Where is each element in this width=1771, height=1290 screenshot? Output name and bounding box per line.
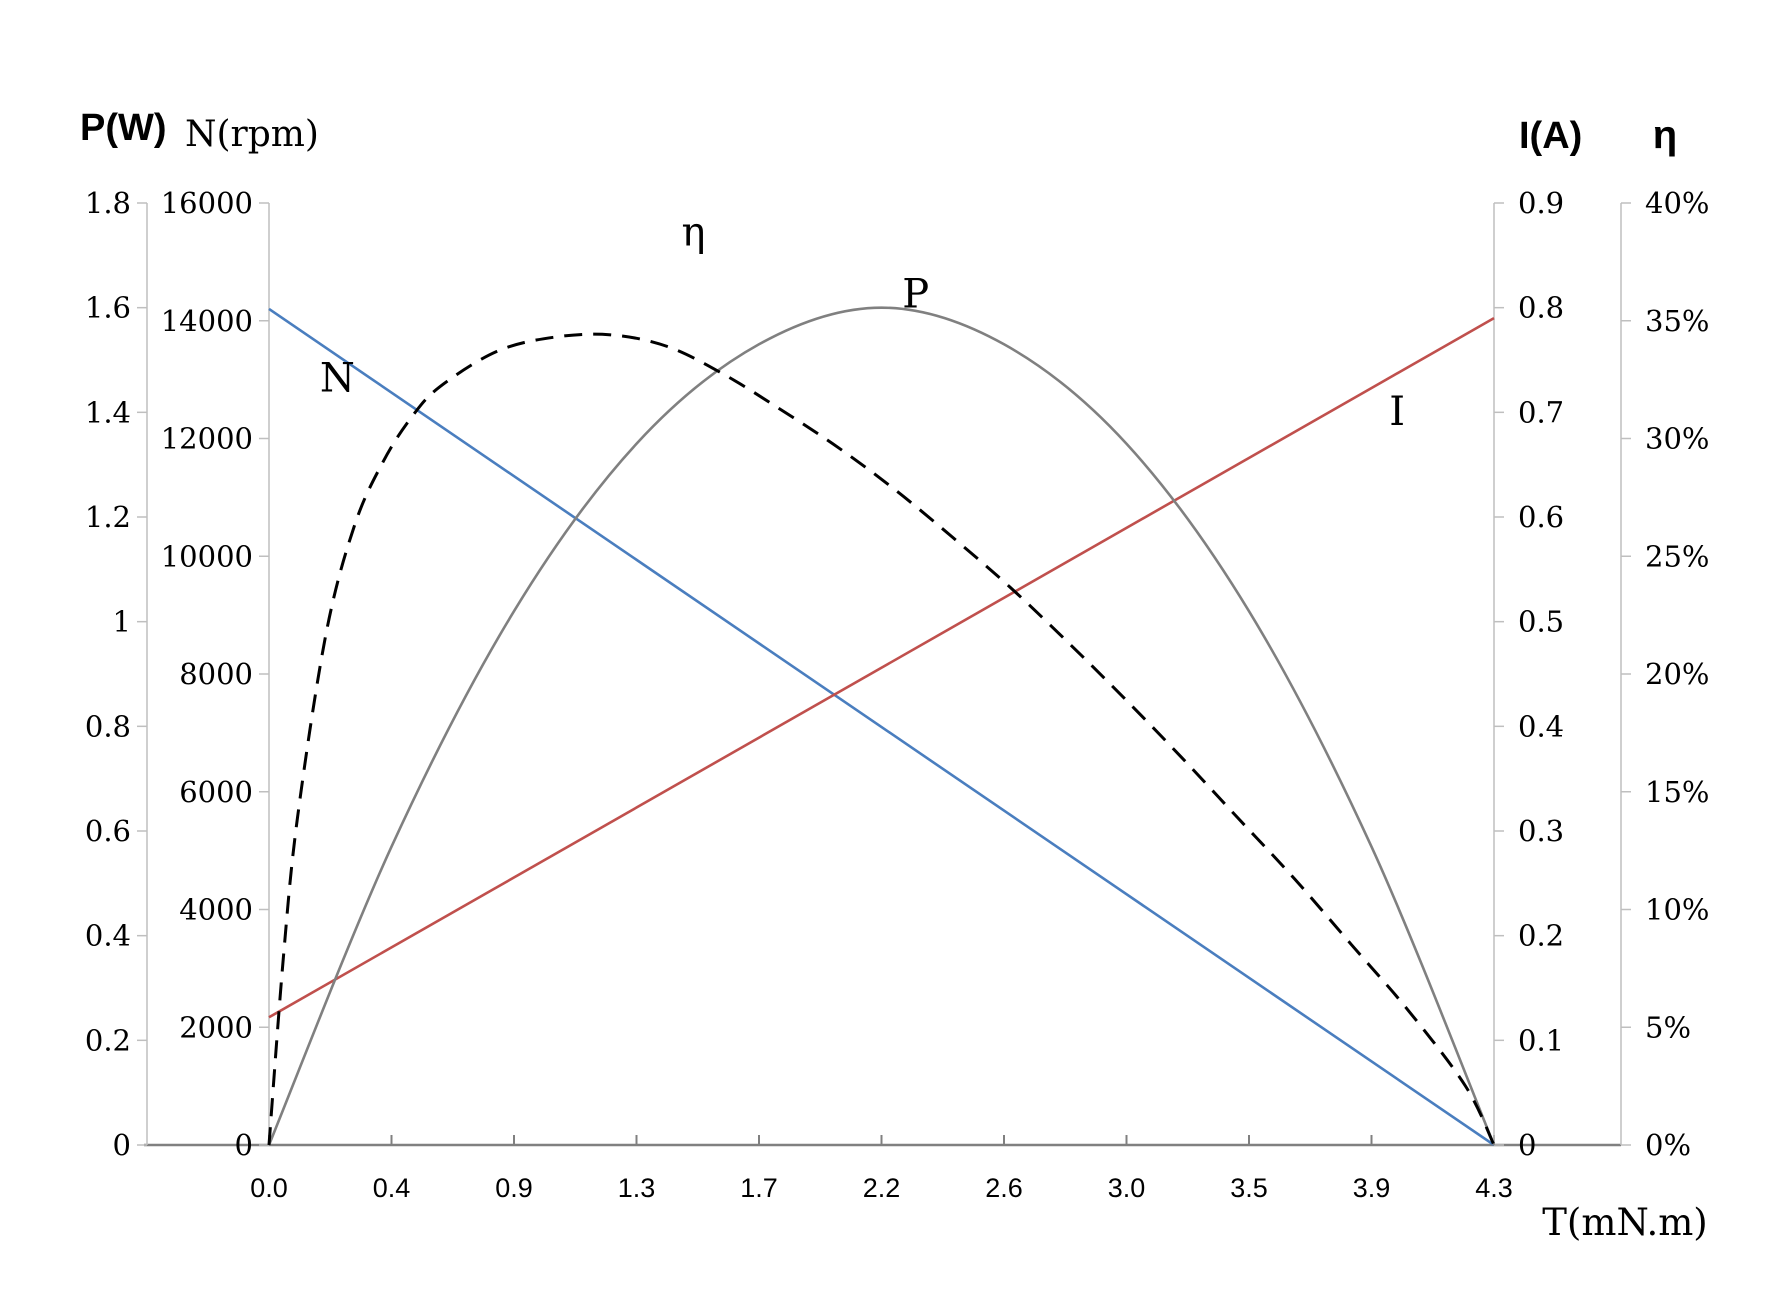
eta-tick-label: 25% (1645, 539, 1709, 573)
eta-tick-label: 10% (1645, 893, 1709, 927)
n-axis-title: N(rpm) (185, 114, 319, 155)
curve-label-η: η (681, 209, 705, 255)
curve-label-I: I (1389, 389, 1405, 435)
p-tick-label: 0.6 (85, 814, 131, 848)
x-tick-label: 3.0 (1108, 1173, 1146, 1203)
n-tick-label: 10000 (161, 539, 253, 573)
series-line-I (268, 317, 1495, 1019)
p-tick-label: 1.6 (85, 291, 131, 325)
n-tick-label: 0 (235, 1128, 253, 1162)
i-tick-label: 0 (1518, 1128, 1536, 1162)
axes-layer: 0.0 0.4 0.9 1.3 1.7 2.2 2.6 3.0 3.5 3.9 4.3 T(mN.m)… (80, 107, 1709, 1244)
x-tick-label: 1.7 (740, 1173, 778, 1203)
eta-tick-label: 35% (1645, 304, 1709, 338)
series-line-P (267, 306, 1496, 1146)
x-axis-title: T(mN.m) (1542, 1201, 1708, 1244)
series-line-η (267, 332, 1496, 1146)
i-tick-label: 0.7 (1518, 395, 1564, 429)
n-tick-label: 4000 (179, 893, 253, 927)
eta-tick-label: 15% (1645, 775, 1709, 809)
i-tick-label: 0.5 (1518, 605, 1564, 639)
i-axis-title: I(A) (1519, 115, 1582, 157)
p-tick-label: 1.4 (85, 395, 131, 429)
p-tick-label: 1 (113, 605, 131, 639)
n-tick-label: 6000 (179, 775, 253, 809)
i-tick-label: 0.9 (1518, 186, 1564, 220)
i-tick-label: 0.1 (1518, 1023, 1564, 1057)
x-tick-label: 3.9 (1353, 1173, 1391, 1203)
i-tick-label: 0.8 (1518, 291, 1564, 325)
n-tick-label: 2000 (179, 1010, 253, 1044)
n-tick-label: 8000 (179, 657, 253, 691)
curve-label-N: N (320, 355, 355, 401)
p-tick-label: 0.4 (85, 919, 131, 953)
n-tick-label: 14000 (161, 304, 253, 338)
p-tick-label: 1.2 (85, 500, 131, 534)
x-tick-label: 0.9 (495, 1173, 533, 1203)
x-tick-label: 0.4 (373, 1173, 411, 1203)
i-tick-label: 0.2 (1518, 919, 1564, 953)
p-tick-label: 0 (113, 1128, 131, 1162)
x-tick-label: 2.6 (985, 1173, 1023, 1203)
curve-label-P: P (902, 272, 929, 318)
x-tick-label: 0.0 (250, 1173, 288, 1203)
series-line-N (268, 307, 1495, 1147)
eta-tick-label: 20% (1645, 657, 1709, 691)
n-tick-label: 16000 (161, 186, 253, 220)
eta-axis-title: η (1653, 113, 1677, 157)
eta-tick-label: 0% (1645, 1128, 1691, 1162)
i-tick-label: 0.4 (1518, 709, 1564, 743)
p-tick-label: 1.8 (85, 186, 131, 220)
n-tick-label: 12000 (161, 422, 253, 456)
i-tick-label: 0.6 (1518, 500, 1564, 534)
p-tick-label: 0.2 (85, 1023, 131, 1057)
series-layer (267, 306, 1496, 1147)
p-tick-label: 0.8 (85, 709, 131, 743)
p-axis-title: P(W) (80, 107, 167, 149)
eta-tick-label: 40% (1645, 186, 1709, 220)
x-tick-label: 2.2 (863, 1173, 901, 1203)
x-tick-label: 4.3 (1475, 1173, 1513, 1203)
label-layer: Nη P I (320, 209, 1405, 435)
eta-tick-label: 5% (1645, 1010, 1691, 1044)
eta-tick-label: 30% (1645, 422, 1709, 456)
x-tick-label: 1.3 (618, 1173, 656, 1203)
i-tick-label: 0.3 (1518, 814, 1564, 848)
x-tick-label: 3.5 (1230, 1173, 1268, 1203)
